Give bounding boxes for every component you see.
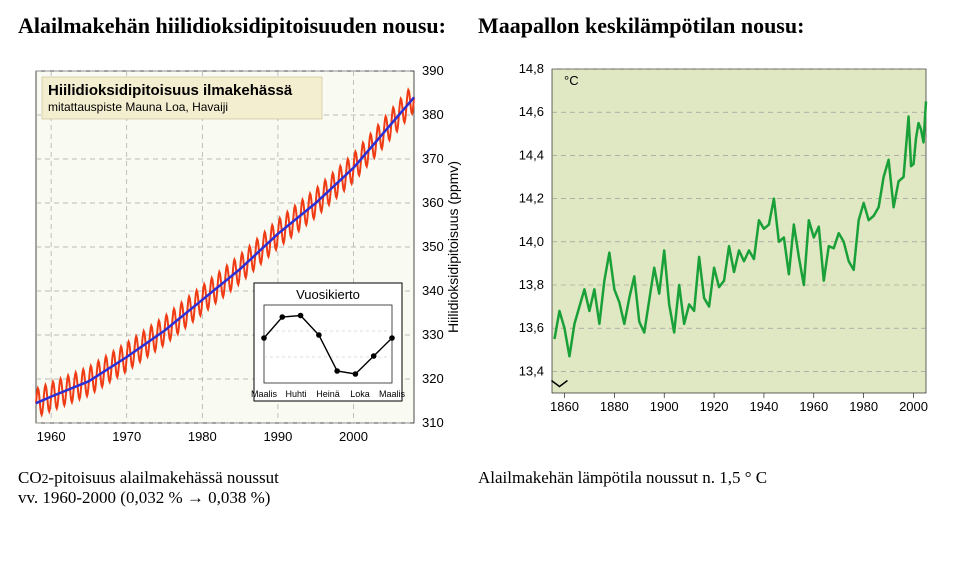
svg-text:2000: 2000 bbox=[339, 429, 368, 444]
footer-right: Alailmakehän lämpötila noussut n. 1,5 ° … bbox=[478, 468, 941, 508]
svg-text:1900: 1900 bbox=[650, 399, 679, 414]
svg-text:13,6: 13,6 bbox=[519, 320, 544, 335]
svg-text:14,6: 14,6 bbox=[519, 104, 544, 119]
svg-text:1990: 1990 bbox=[263, 429, 292, 444]
svg-text:Heinä: Heinä bbox=[316, 389, 340, 399]
svg-text:1920: 1920 bbox=[700, 399, 729, 414]
svg-text:380: 380 bbox=[422, 107, 444, 122]
svg-text:Loka: Loka bbox=[350, 389, 370, 399]
svg-text:1880: 1880 bbox=[600, 399, 629, 414]
svg-text:1980: 1980 bbox=[188, 429, 217, 444]
svg-text:14,4: 14,4 bbox=[519, 147, 544, 162]
svg-text:14,2: 14,2 bbox=[519, 190, 544, 205]
svg-text:Hiilidioksidipitoisuus ilmakeh: Hiilidioksidipitoisuus ilmakehässä bbox=[48, 82, 293, 99]
svg-text:360: 360 bbox=[422, 195, 444, 210]
svg-text:13,4: 13,4 bbox=[519, 363, 544, 378]
svg-text:Maalis: Maalis bbox=[251, 389, 278, 399]
svg-text:310: 310 bbox=[422, 415, 444, 430]
svg-text:1940: 1940 bbox=[749, 399, 778, 414]
svg-text:370: 370 bbox=[422, 151, 444, 166]
page-root: Alailmakehän hiilidioksidipitoisuuden no… bbox=[0, 0, 959, 588]
svg-text:14,0: 14,0 bbox=[519, 233, 544, 248]
svg-text:350: 350 bbox=[422, 239, 444, 254]
svg-text:320: 320 bbox=[422, 371, 444, 386]
svg-text:390: 390 bbox=[422, 63, 444, 78]
svg-text:Vuosikierto: Vuosikierto bbox=[296, 287, 360, 302]
charts-row: 3103203303403503603703803901960197019801… bbox=[18, 59, 941, 454]
svg-text:340: 340 bbox=[422, 283, 444, 298]
svg-text:Maalis: Maalis bbox=[379, 389, 406, 399]
svg-text:1980: 1980 bbox=[849, 399, 878, 414]
svg-text:13,8: 13,8 bbox=[519, 277, 544, 292]
titles-row: Alailmakehän hiilidioksidipitoisuuden no… bbox=[18, 12, 941, 41]
svg-text:1860: 1860 bbox=[550, 399, 579, 414]
title-right: Maapallon keskilämpötilan nousu: bbox=[478, 12, 941, 41]
svg-text:mitattauspiste Mauna Loa, Hava: mitattauspiste Mauna Loa, Havaiji bbox=[48, 100, 228, 114]
svg-text:1970: 1970 bbox=[112, 429, 141, 444]
svg-text:14,8: 14,8 bbox=[519, 61, 544, 76]
svg-text:1960: 1960 bbox=[799, 399, 828, 414]
svg-text:330: 330 bbox=[422, 327, 444, 342]
svg-text:Huhti: Huhti bbox=[285, 389, 306, 399]
footers-row: CO2-pitoisuus alailmakehässä noussutvv. … bbox=[18, 468, 941, 508]
title-left: Alailmakehän hiilidioksidipitoisuuden no… bbox=[18, 12, 448, 41]
temp-chart: 13,4 13,6 13,8 14,0 14,2 14,4 14,6 14,8 °C 1860 18… bbox=[506, 59, 936, 434]
svg-text:2000: 2000 bbox=[899, 399, 928, 414]
co2-chart: 310 320 330 340 350 360 370 380 390 1960 1970 1980 1… bbox=[18, 59, 488, 454]
svg-text:°C: °C bbox=[564, 73, 579, 88]
svg-text:1960: 1960 bbox=[37, 429, 66, 444]
footer-left: CO2-pitoisuus alailmakehässä noussutvv. … bbox=[18, 468, 448, 508]
svg-text:Hiilidioksidipitoisuus (ppmv): Hiilidioksidipitoisuus (ppmv) bbox=[445, 161, 461, 333]
